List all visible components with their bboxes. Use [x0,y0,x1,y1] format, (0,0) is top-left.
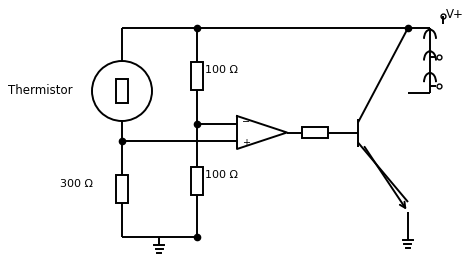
Bar [116,79,128,103]
Text: Thermistor: Thermistor [8,85,73,97]
Text: +: + [242,138,250,148]
Circle shape [92,61,152,121]
Text: 100 Ω: 100 Ω [205,170,238,179]
Bar [191,62,203,90]
Bar [302,127,328,138]
Bar [191,167,203,194]
Bar [116,175,128,203]
Text: 300 Ω: 300 Ω [60,179,93,189]
Text: 100 Ω: 100 Ω [205,65,238,75]
Text: −: − [242,117,250,127]
Text: V+: V+ [446,8,464,20]
